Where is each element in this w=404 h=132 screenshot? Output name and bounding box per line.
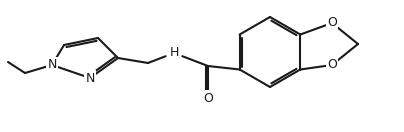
- Text: O: O: [203, 91, 213, 105]
- Text: O: O: [327, 58, 337, 72]
- Text: N: N: [85, 72, 95, 84]
- Text: H: H: [169, 46, 179, 60]
- Text: N: N: [47, 58, 57, 72]
- Text: O: O: [327, 16, 337, 29]
